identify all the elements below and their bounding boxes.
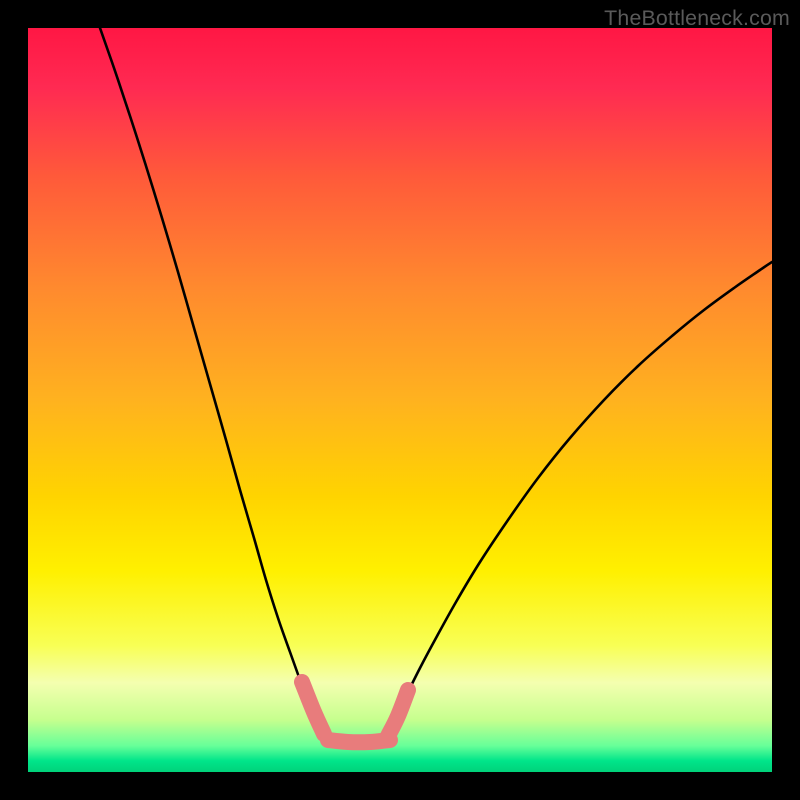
left-curve bbox=[100, 28, 311, 708]
highlight-segment-2 bbox=[388, 690, 408, 736]
highlight-segment-1 bbox=[328, 740, 390, 742]
plot-area bbox=[28, 28, 772, 772]
right-curve bbox=[400, 262, 772, 708]
chart-stage: TheBottleneck.com bbox=[0, 0, 800, 800]
highlight-segment-0 bbox=[302, 682, 324, 734]
curve-overlay bbox=[28, 28, 772, 772]
